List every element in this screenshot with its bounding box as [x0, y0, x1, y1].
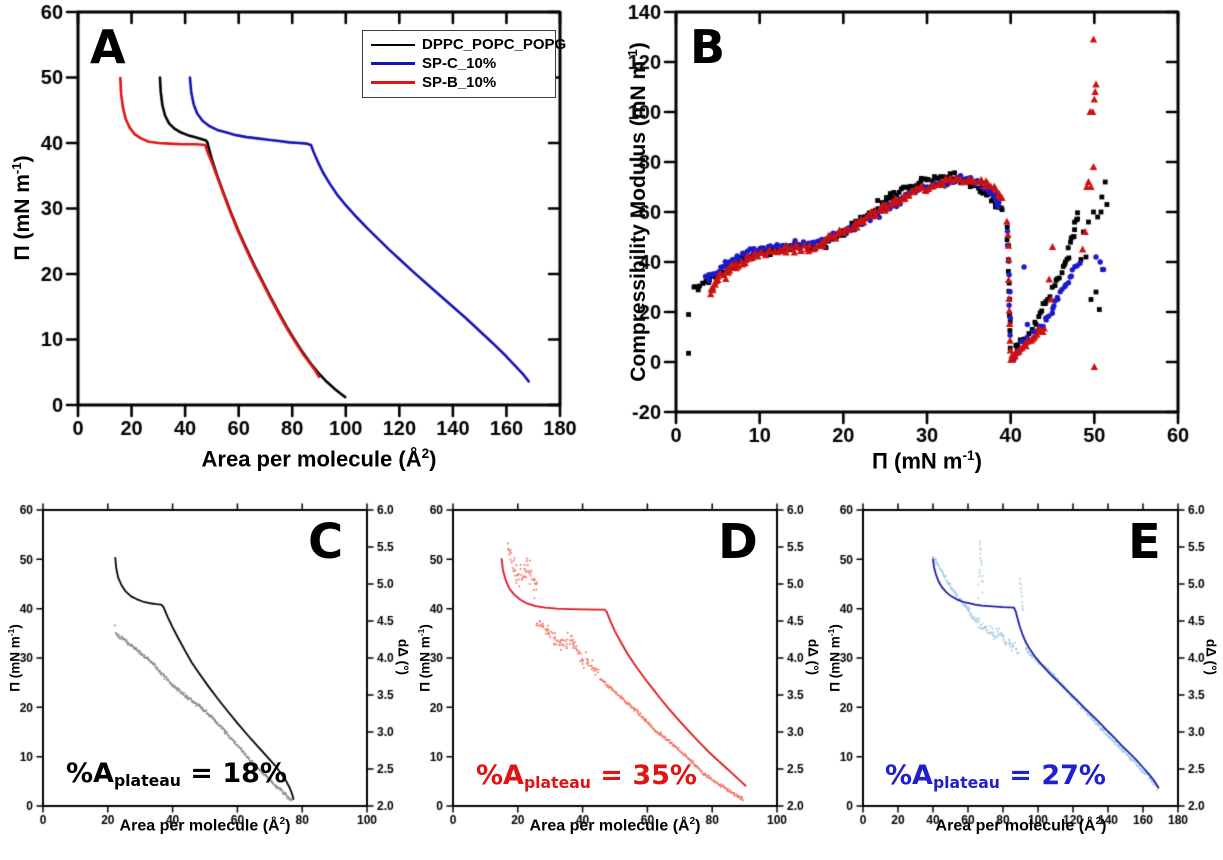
axis-title-text: dΔ (°): [395, 638, 411, 676]
axis-title-text: ): [1101, 817, 1107, 835]
legend-line-sample-blue: [371, 62, 415, 65]
legend-row: SP-B_10%: [371, 73, 549, 92]
panel-d-right-axis-title: dΔ (°): [806, 639, 821, 675]
legend-box: DPPC_POPC_POPG SP-C_10% SP-B_10%: [362, 30, 566, 98]
panel-c-annotation: %Aplateau = 18%: [66, 758, 287, 790]
axis-title-text: ): [627, 42, 650, 50]
panel-d-letter: D: [718, 514, 758, 570]
legend-row: DPPC_POPC_POPG: [371, 35, 566, 54]
panel-d-y-axis-title: Π (mN m-1): [416, 624, 433, 691]
panel-b-y-axis-title: Compressibility Modulus (mN m-1): [625, 42, 651, 381]
legend-label: SP-C_10%: [422, 55, 497, 72]
annotation-value: = 27%: [999, 760, 1106, 791]
axis-title-text: Compressibility Modulus (mN m: [627, 60, 650, 382]
axis-title-sup: -1: [625, 49, 640, 61]
axis-title-text: ): [11, 155, 34, 163]
annotation-prefix: %A: [66, 758, 114, 789]
axis-title-text: Π (mN m: [417, 636, 433, 692]
legend-line-sample-red: [371, 81, 415, 84]
axis-title-sup: 2: [689, 816, 696, 827]
annotation-value: = 18%: [180, 758, 287, 789]
panel-c-x-axis-title: Area per molecule (Å2): [120, 816, 291, 835]
legend-label: DPPC_POPC_POPG: [422, 36, 567, 53]
axis-title-text: ): [974, 448, 982, 474]
axis-title-text: Area per molecule (Å: [935, 817, 1096, 835]
axis-title-sup: 2: [1095, 816, 1102, 827]
panel-e-y-axis-title: Π (mN m-1): [826, 624, 843, 691]
annotation-subscript: plateau: [113, 770, 181, 790]
annotation-prefix: %A: [885, 760, 933, 791]
axis-title-text: dΔ (°): [1203, 638, 1219, 676]
axis-title-text: Π (mN m: [11, 174, 34, 261]
annotation-subscript: plateau: [932, 772, 1000, 792]
panel-e-x-axis-title: Area per molecule (Å2): [936, 816, 1107, 835]
axis-title-sup: -1: [9, 162, 24, 175]
legend-row: SP-C_10%: [371, 54, 549, 73]
axis-title-text: ): [429, 446, 437, 472]
panel-a-letter: A: [90, 20, 126, 74]
legend-label: SP-B_10%: [422, 74, 497, 91]
axis-title-text: Π (mN m: [872, 448, 963, 474]
axis-title-text: Area per molecule (Å: [529, 817, 690, 835]
axis-title-text: ): [285, 817, 291, 835]
panel-d-x-axis-title: Area per molecule (Å2): [530, 816, 701, 835]
annotation-subscript: plateau: [523, 772, 591, 792]
axis-title-text: Π (mN m: [7, 636, 23, 692]
axis-title-sup: -1: [825, 628, 836, 637]
panel-d-annotation: %Aplateau = 35%: [476, 760, 697, 792]
axis-title-text: ): [7, 624, 23, 629]
panel-b-letter: B: [690, 20, 726, 74]
axis-title-sup: -1: [962, 448, 975, 463]
panel-c-right-axis-title: dΔ (°): [396, 639, 411, 675]
axis-title-text: Area per molecule (Å: [119, 817, 280, 835]
legend-line-sample-black: [371, 43, 415, 46]
panel-e-letter: E: [1128, 514, 1161, 570]
panel-c-y-axis-title: Π (mN m-1): [6, 624, 23, 691]
axis-title-sup: 2: [279, 816, 286, 827]
annotation-value: = 35%: [590, 760, 697, 791]
axis-title-sup: 2: [421, 446, 430, 461]
axis-title-text: dΔ (°): [805, 638, 821, 676]
panel-e-right-axis-title: dΔ (°): [1204, 639, 1219, 675]
panel-b-x-axis-title: Π (mN m-1): [872, 448, 982, 474]
axis-title-text: Area per molecule (Å: [201, 446, 422, 472]
panel-a-y-axis-title: Π (mN m-1): [9, 156, 35, 261]
axis-title-text: ): [417, 624, 433, 629]
axis-title-sup: -1: [415, 628, 426, 637]
axis-title-sup: -1: [5, 628, 16, 637]
axis-title-text: ): [827, 624, 843, 629]
panel-a-x-axis-title: Area per molecule (Å2): [202, 446, 437, 472]
panel-c-letter: C: [308, 514, 344, 570]
axis-title-text: Π (mN m: [827, 636, 843, 692]
annotation-prefix: %A: [476, 760, 524, 791]
axis-title-text: ): [695, 817, 701, 835]
panel-e-annotation: %Aplateau = 27%: [885, 760, 1106, 792]
